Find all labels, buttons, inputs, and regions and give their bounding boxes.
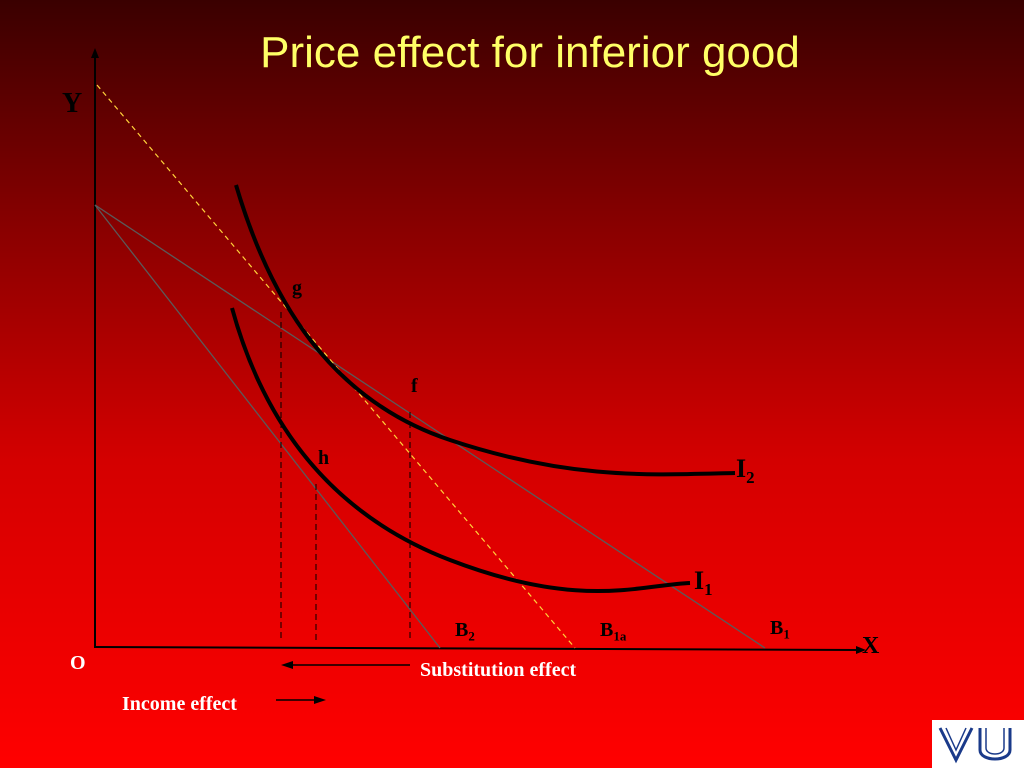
budget-b1-label: B1 bbox=[770, 617, 790, 643]
x-axis-arrow bbox=[856, 646, 866, 654]
curve-i2-main: I bbox=[736, 454, 747, 483]
budget-b1a-label: B1a bbox=[600, 619, 626, 645]
curve-i1-main: I bbox=[694, 566, 705, 595]
indifference-curve-i2 bbox=[234, 184, 736, 477]
substitution-arrow-head bbox=[281, 661, 293, 669]
income-effect-label: Income effect bbox=[122, 693, 237, 715]
curve-i1-label: I1 bbox=[694, 566, 713, 600]
budget-b2-label: B2 bbox=[455, 619, 475, 645]
budget-b2-main: B bbox=[455, 619, 469, 641]
budget-b1a-main: B bbox=[600, 619, 614, 641]
budget-line-b1a bbox=[96, 84, 576, 649]
income-arrow-head bbox=[314, 696, 326, 704]
budget-line-b1 bbox=[94, 204, 766, 649]
point-f-label: f bbox=[411, 375, 418, 397]
y-axis-arrow bbox=[91, 48, 99, 58]
budget-line-b2 bbox=[94, 204, 441, 649]
budget-b1-main: B bbox=[770, 617, 784, 639]
origin-label: O bbox=[70, 652, 86, 674]
curve-i1-sub: 1 bbox=[704, 579, 713, 599]
y-axis-label: Y bbox=[62, 88, 83, 119]
slide-title: Price effect for inferior good bbox=[260, 28, 800, 77]
point-h-label: h bbox=[318, 447, 330, 469]
budget-b2-sub: 2 bbox=[468, 628, 475, 644]
budget-b1-sub: 1 bbox=[783, 626, 790, 642]
budget-b1a-sub: 1a bbox=[613, 628, 627, 644]
indifference-curve-i1 bbox=[230, 307, 691, 593]
point-g-label: g bbox=[292, 277, 302, 299]
curve-i2-label: I2 bbox=[736, 454, 755, 488]
x-axis bbox=[94, 646, 861, 651]
substitution-effect-label: Substitution effect bbox=[420, 659, 577, 681]
x-axis-label: X bbox=[862, 633, 880, 659]
vu-logo bbox=[932, 720, 1024, 768]
vu-logo-mark bbox=[938, 727, 1012, 764]
curve-i2-sub: 2 bbox=[746, 467, 755, 487]
